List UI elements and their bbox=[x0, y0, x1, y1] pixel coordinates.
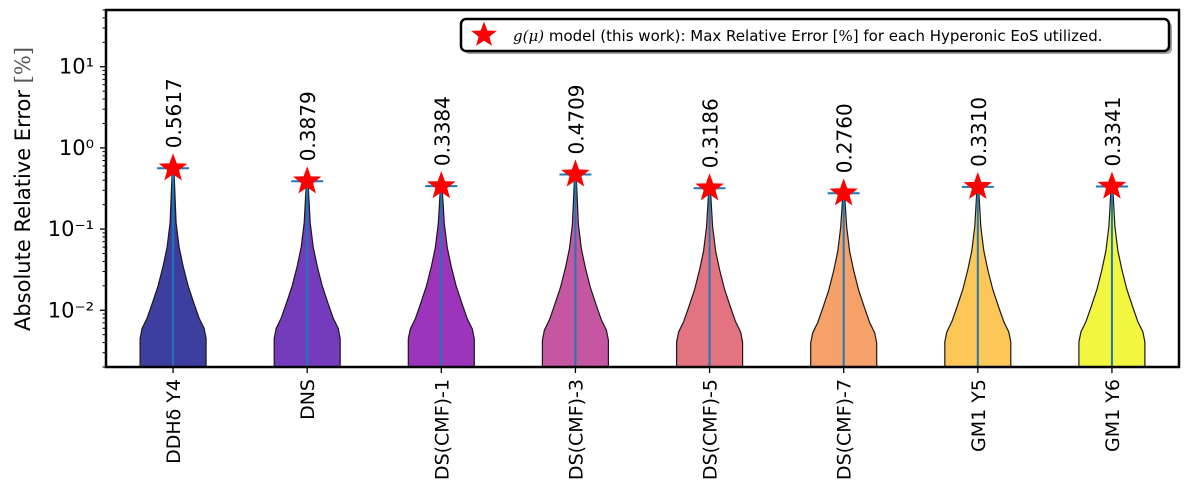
y-tick-label: 10⁻¹ bbox=[48, 217, 94, 241]
x-tick-label: DS(CMF)-1 bbox=[431, 379, 453, 480]
max-error-star bbox=[292, 166, 322, 194]
y-tick-label: 10¹ bbox=[59, 55, 94, 79]
legend-label: g(μ) model (this work): Max Relative Err… bbox=[513, 27, 1103, 45]
max-error-labels: 0.5617 0.3879 0.3384 0.4709 0.3186 0.2760 0.33… bbox=[162, 78, 1125, 173]
y-axis-label-unit: [%] bbox=[11, 47, 35, 83]
legend-star-icon bbox=[471, 21, 497, 46]
legend-box bbox=[459, 17, 1171, 53]
x-tick-label: DS(CMF)-7 bbox=[834, 379, 856, 480]
max-error-label: 0.3310 bbox=[967, 97, 991, 167]
x-tick-label: DDHδ Y4 bbox=[163, 379, 185, 464]
y-axis-label: Absolute Relative Error [%] bbox=[11, 47, 35, 331]
x-tick-label: DS(CMF)-3 bbox=[565, 379, 587, 480]
plot-frame bbox=[104, 8, 1181, 369]
y-ticks: 10⁻² 10⁻¹ 10⁰ 10¹ bbox=[48, 9, 106, 368]
max-error-label: 0.3341 bbox=[1101, 97, 1125, 167]
max-error-label: 0.4709 bbox=[564, 84, 588, 154]
max-error-markers bbox=[158, 153, 1127, 206]
max-error-label: 0.3186 bbox=[699, 98, 723, 168]
legend-star bbox=[471, 21, 497, 46]
legend: g(μ) model (this work): Max Relative Err… bbox=[459, 17, 1172, 54]
y-tick-label: 10⁰ bbox=[59, 136, 94, 160]
x-tick-label: DNS bbox=[297, 379, 319, 420]
legend-text-a: model (this work): Max Relative Error [ bbox=[544, 27, 838, 45]
x-tick-label: GM1 Y6 bbox=[1102, 379, 1124, 452]
max-error-star bbox=[158, 153, 188, 181]
stems bbox=[157, 167, 1128, 367]
max-error-label: 0.3384 bbox=[430, 96, 454, 166]
legend-text-b: ] for each Hyperonic EoS utilized. bbox=[853, 27, 1103, 45]
y-tick-label: 10⁻² bbox=[48, 298, 94, 322]
max-error-star bbox=[963, 171, 993, 199]
max-error-star bbox=[1097, 171, 1127, 199]
x-tick-label: DS(CMF)-5 bbox=[700, 379, 722, 480]
max-error-label: 0.5617 bbox=[162, 78, 186, 148]
legend-math-percent: % bbox=[839, 27, 853, 45]
y-axis-label-group: Absolute Relative Error [%] bbox=[11, 47, 35, 331]
x-ticks: DDHδ Y4 DNS DS(CMF)-1 DS(CMF)-3 DS(CMF)-5 DS(… bbox=[163, 367, 1124, 480]
legend-math: g(μ) bbox=[513, 27, 544, 45]
max-error-star bbox=[561, 159, 590, 187]
y-axis-label-text: Absolute Relative Error bbox=[11, 83, 35, 331]
max-error-star bbox=[695, 173, 724, 201]
max-error-star bbox=[829, 178, 858, 206]
x-tick-label: GM1 Y5 bbox=[968, 379, 990, 452]
max-error-label: 0.3879 bbox=[296, 91, 320, 161]
max-error-star bbox=[427, 171, 456, 199]
max-error-label: 0.2760 bbox=[833, 103, 857, 173]
violins bbox=[139, 168, 1146, 369]
